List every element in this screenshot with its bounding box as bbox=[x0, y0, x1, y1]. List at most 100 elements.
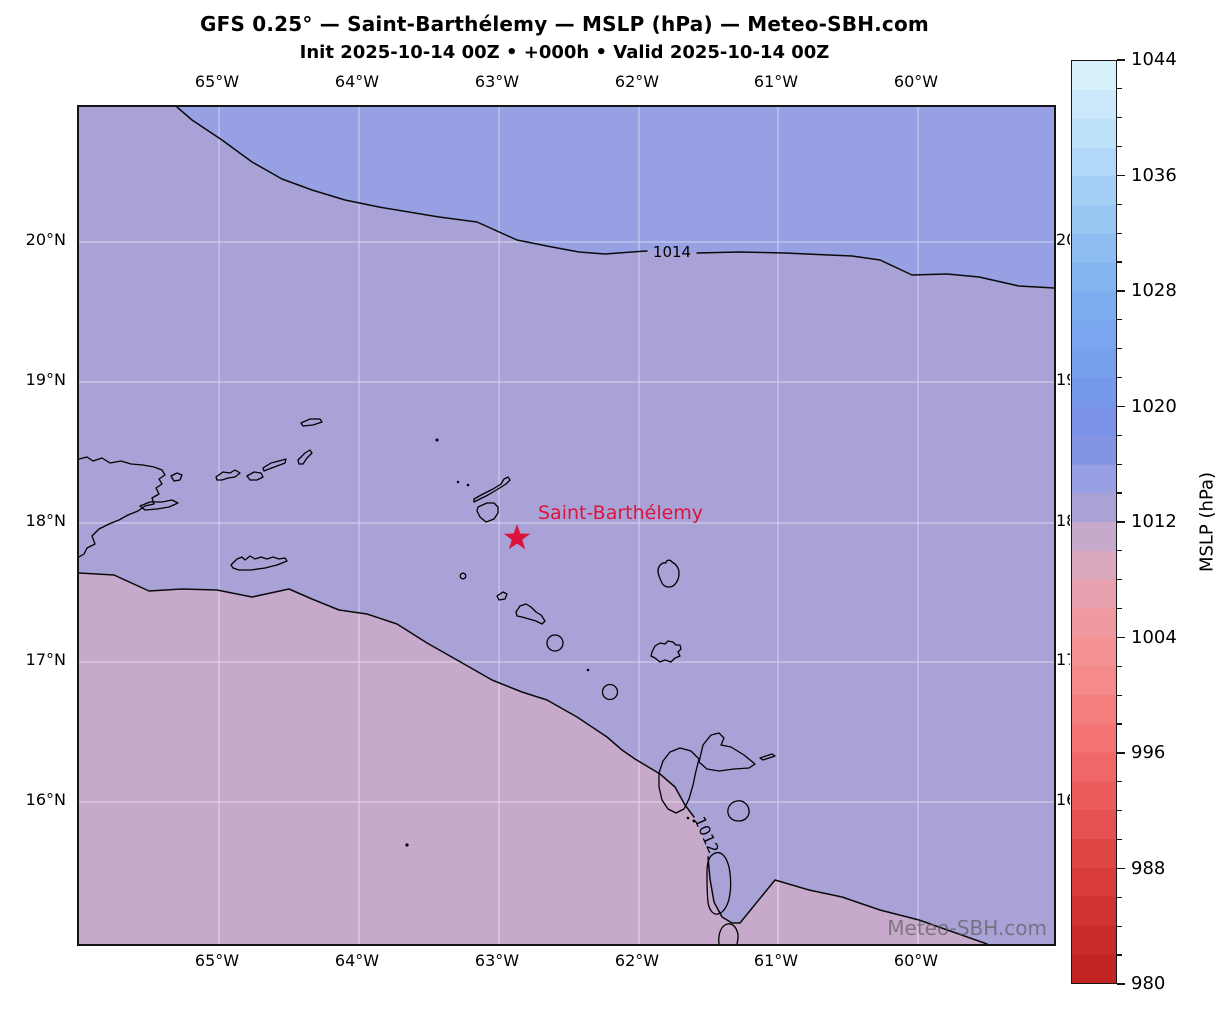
coastline-tortola bbox=[262, 458, 287, 472]
colorbar-minor-tick bbox=[1117, 954, 1122, 956]
colorbar-tick-label: 1028 bbox=[1131, 280, 1177, 301]
chart-title: GFS 0.25° — Saint-Barthélemy — MSLP (hPa… bbox=[200, 12, 929, 36]
coastline-st-john bbox=[246, 471, 264, 481]
map-frame: 1014 1012 bbox=[77, 105, 1056, 946]
coastline-marie-galante bbox=[727, 800, 750, 822]
colorbar-major-tick bbox=[1117, 59, 1125, 61]
y-tick-label-right-clipped: 19°N bbox=[1056, 370, 1070, 389]
colorbar-major-tick bbox=[1117, 174, 1125, 177]
aves-island-dot bbox=[405, 843, 409, 847]
colorbar-tick-label: 996 bbox=[1131, 742, 1166, 763]
colorbar-minor-tick bbox=[1117, 781, 1122, 783]
colorbar-major-tick bbox=[1117, 867, 1125, 870]
colorbar-minor-tick bbox=[1117, 348, 1122, 350]
coastline-barbuda bbox=[657, 559, 680, 588]
station-label: Saint-Barthélemy bbox=[538, 502, 703, 524]
contour-label-1014: 1014 bbox=[653, 243, 691, 261]
coastline-st-eustatius bbox=[496, 591, 508, 601]
colorbar-minor-tick bbox=[1117, 232, 1122, 234]
y-tick-label-left: 20°N bbox=[25, 230, 66, 249]
colorbar-major-tick bbox=[1117, 752, 1125, 754]
map-svg: 1014 1012 bbox=[79, 107, 1054, 944]
les-saintes-dot-1 bbox=[686, 816, 690, 820]
y-tick-label-left: 19°N bbox=[25, 370, 66, 389]
colorbar-minor-tick bbox=[1117, 145, 1122, 148]
colorbar-minor-tick bbox=[1117, 838, 1122, 841]
colorbar-major-tick bbox=[1117, 983, 1125, 985]
colorbar-axis-label: MSLP (hPa) bbox=[1196, 471, 1218, 573]
coastline-grande-terre-guadeloupe bbox=[698, 732, 756, 772]
colorbar-minor-tick bbox=[1117, 376, 1122, 379]
x-tick-label-top: 63°W bbox=[474, 72, 520, 91]
coastline-antigua bbox=[650, 640, 682, 663]
watermark-text: Meteo-SBH.com bbox=[887, 916, 1047, 940]
colorbar-minor-tick bbox=[1117, 925, 1122, 927]
colorbar-tick-label: 1044 bbox=[1131, 49, 1177, 70]
colorbar-minor-tick bbox=[1117, 117, 1122, 119]
chart-subtitle: Init 2025-10-14 00Z • +000h • Valid 2025… bbox=[299, 42, 830, 63]
contour-1014-line-east bbox=[696, 251, 1054, 289]
colorbar-tick-label: 1004 bbox=[1131, 626, 1177, 648]
coastline-st-thomas bbox=[215, 469, 241, 481]
coastline-saba bbox=[459, 572, 467, 580]
x-tick-label-bottom: 61°W bbox=[753, 951, 799, 970]
x-tick-label-top: 62°W bbox=[614, 72, 660, 91]
y-tick-label-left: 18°N bbox=[25, 511, 66, 530]
graticule-gridlines bbox=[79, 107, 1054, 944]
colorbar-tick-label: 988 bbox=[1131, 857, 1166, 879]
colorbar-minor-tick bbox=[1117, 434, 1122, 436]
colorbar-minor-tick bbox=[1117, 550, 1122, 552]
colorbar-minor-tick bbox=[1117, 896, 1122, 898]
colorbar-major-tick bbox=[1117, 521, 1125, 523]
coastline-nevis bbox=[546, 634, 564, 652]
colorbar-minor-tick bbox=[1117, 665, 1122, 667]
coastline-anegada bbox=[300, 418, 323, 427]
les-saintes-dot-2 bbox=[692, 819, 696, 823]
colorbar-minor-tick bbox=[1117, 463, 1122, 465]
contour-1014-line-west bbox=[176, 107, 648, 255]
colorbar bbox=[1071, 60, 1117, 984]
coastline-virgin-gorda bbox=[297, 449, 313, 465]
contour-1012-line-south bbox=[707, 856, 988, 944]
colorbar-minor-tick bbox=[1117, 319, 1122, 321]
contour-1012-line-north bbox=[79, 572, 695, 818]
redonda-islet-dot bbox=[586, 668, 590, 672]
coastline-dominica bbox=[706, 852, 732, 915]
y-tick-label-right-clipped: 20°N bbox=[1056, 230, 1070, 249]
pressure-band-1014-1016 bbox=[177, 107, 1054, 288]
y-tick-label-left: 16°N bbox=[25, 790, 66, 809]
coastline-culebra bbox=[170, 472, 183, 482]
colorbar-minor-tick bbox=[1117, 694, 1122, 696]
coastline-puerto-rico bbox=[79, 456, 166, 558]
colorbar-minor-tick bbox=[1117, 492, 1122, 494]
colorbar-minor-tick bbox=[1117, 607, 1122, 610]
colorbar-gradient bbox=[1072, 61, 1116, 983]
y-tick-label-right-clipped: 18°N bbox=[1056, 511, 1070, 530]
colorbar-minor-tick bbox=[1117, 261, 1122, 263]
colorbar-minor-tick bbox=[1117, 723, 1122, 725]
sombrero-islet-dot bbox=[435, 438, 439, 442]
x-tick-label-top: 60°W bbox=[893, 72, 939, 91]
x-tick-label-bottom: 63°W bbox=[474, 951, 520, 970]
x-tick-label-top: 65°W bbox=[194, 72, 240, 91]
colorbar-tick-label: 1036 bbox=[1131, 164, 1177, 186]
colorbar-tick-label: 980 bbox=[1131, 973, 1166, 994]
coastline-st-martin bbox=[476, 502, 499, 523]
dog-islands-dot-1 bbox=[456, 480, 460, 484]
colorbar-tick-label: 1020 bbox=[1131, 395, 1177, 417]
x-tick-label-top: 64°W bbox=[334, 72, 380, 91]
coastline-montserrat bbox=[601, 683, 619, 701]
coastline-basse-terre-guadeloupe bbox=[658, 747, 700, 814]
y-tick-label-right-clipped: 16°N bbox=[1056, 790, 1070, 809]
colorbar-minor-tick bbox=[1117, 579, 1122, 581]
x-tick-label-bottom: 60°W bbox=[893, 951, 939, 970]
coastline-anguilla bbox=[473, 476, 511, 503]
pressure-band-1010-1012 bbox=[79, 573, 987, 944]
x-tick-label-top: 61°W bbox=[753, 72, 799, 91]
x-tick-label-bottom: 64°W bbox=[334, 951, 380, 970]
coastline-st-kitts bbox=[515, 603, 546, 625]
station-star-marker bbox=[503, 524, 531, 550]
colorbar-minor-tick bbox=[1117, 88, 1122, 90]
x-tick-label-bottom: 65°W bbox=[194, 951, 240, 970]
